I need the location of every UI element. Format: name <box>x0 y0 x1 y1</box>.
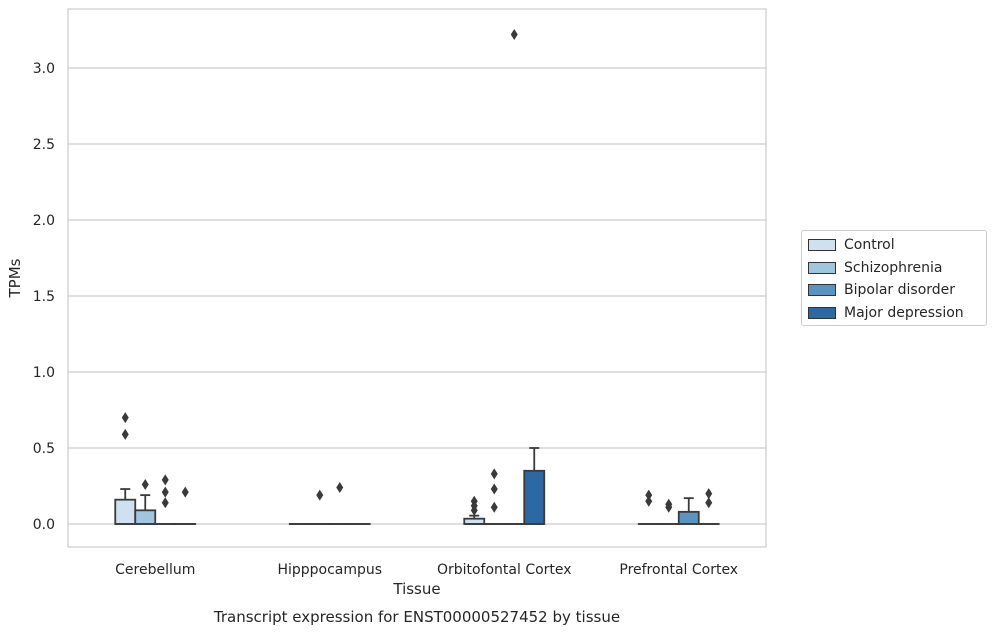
box-marks <box>114 29 720 525</box>
legend-item: Bipolar disorder <box>808 280 955 300</box>
outlier-point <box>121 412 129 424</box>
box-major-depression <box>174 486 197 525</box>
legend-label: Major depression <box>844 304 964 321</box>
box-bipolar-disorder <box>677 497 700 525</box>
box-control <box>463 495 486 525</box>
x-axis-title: Tissue <box>392 580 440 598</box>
legend-swatch <box>808 261 836 274</box>
y-axis-title: TPMs <box>6 258 24 298</box>
outlier-point <box>490 501 498 513</box>
x-tick-label: Hipppocampus <box>277 562 382 578</box>
outlier-point <box>490 468 498 480</box>
outlier-point <box>161 497 169 509</box>
outlier-point <box>665 498 673 510</box>
box-body <box>114 498 137 525</box>
legend-label: Schizophrenia <box>844 259 943 276</box>
box-body <box>134 509 157 525</box>
y-tick-label: 2.0 <box>33 213 55 229</box>
outlier-point <box>645 495 653 507</box>
legend-swatch <box>808 306 836 319</box>
box-bipolar-disorder <box>503 29 526 525</box>
outlier-point <box>141 478 149 490</box>
x-tick-label: Prefrontal Cortex <box>619 562 738 578</box>
outlier-point <box>510 29 518 41</box>
legend-item: Control <box>808 235 895 255</box>
y-tick-labels: 0.0 0.5 1.0 1.5 2.0 2.5 3.0 <box>33 61 55 533</box>
box-schizophrenia <box>483 468 506 525</box>
outlier-point <box>705 488 713 500</box>
legend-swatch <box>808 284 836 296</box>
y-tick-label: 3.0 <box>33 61 55 77</box>
x-tick-label: Cerebellum <box>115 562 195 578</box>
box-body <box>523 469 546 525</box>
outlier-point <box>470 495 478 507</box>
y-tick-label: 2.5 <box>33 137 55 153</box>
y-tick-label: 0.5 <box>33 441 55 457</box>
gridlines <box>68 67 766 525</box>
outlier-point <box>645 489 653 501</box>
x-tick-label: Orbitofontal Cortex <box>437 562 572 578</box>
outlier-point <box>181 486 189 498</box>
plot-area-frame <box>67 8 767 548</box>
outlier-point <box>161 486 169 498</box>
box-bipolar-disorder <box>328 482 351 525</box>
chart-caption: Transcript expression for ENST0000052745… <box>213 608 620 626</box>
box-schizophrenia <box>657 498 680 525</box>
box-schizophrenia <box>134 478 157 525</box>
legend: Control Schizophrenia Bipolar disorder Majo… <box>801 230 987 326</box>
outlier-point <box>161 474 169 486</box>
box-major-depression <box>523 447 546 525</box>
y-tick-label: 1.0 <box>33 365 55 381</box>
box-major-depression <box>697 488 720 525</box>
outlier-point <box>121 428 129 440</box>
outlier-point <box>336 482 344 494</box>
legend-label: Control <box>844 237 895 253</box>
outlier-point <box>705 497 713 509</box>
box-schizophrenia <box>308 489 331 525</box>
legend-item: Major depression <box>808 303 964 323</box>
box-bipolar-disorder <box>154 474 177 525</box>
outlier-point <box>490 483 498 495</box>
y-tick-label: 0.0 <box>33 517 55 533</box>
box-control <box>114 412 137 525</box>
box-body <box>677 510 700 525</box>
x-tick-labels: Cerebellum Hipppocampus Orbitofontal Corte… <box>115 562 738 578</box>
y-tick-label: 1.5 <box>33 289 55 305</box>
legend-swatch <box>808 239 836 251</box>
legend-label: Bipolar disorder <box>844 282 956 298</box>
box-control <box>637 489 660 525</box>
outlier-point <box>316 489 324 501</box>
legend-item: Schizophrenia <box>808 258 942 278</box>
